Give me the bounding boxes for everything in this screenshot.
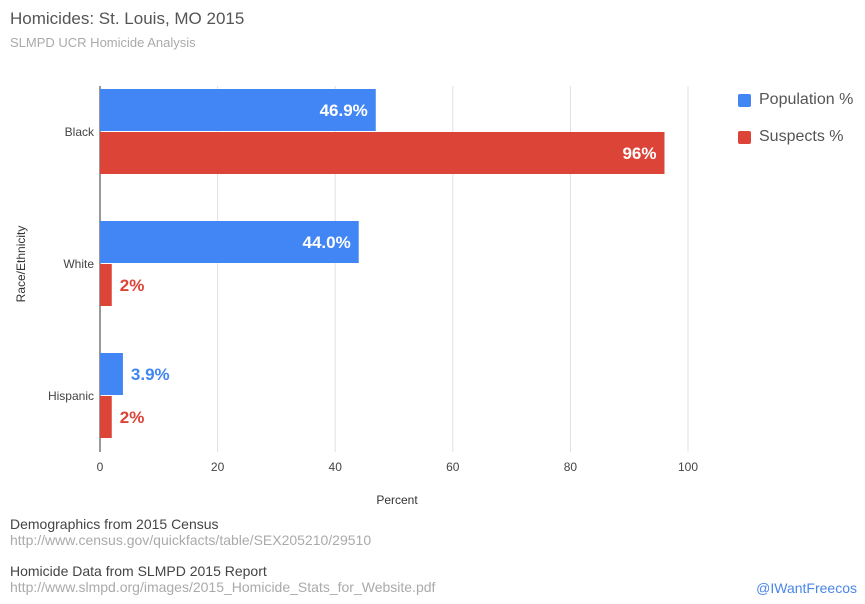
source-slmpd: Homicide Data from SLMPD 2015 Report htt…: [10, 563, 435, 595]
bar-white-population: [100, 221, 359, 263]
bar-black-suspects: [100, 132, 665, 174]
legend-swatch-suspects: [738, 130, 751, 144]
legend-swatch-population: [738, 93, 751, 107]
data-label: 2%: [120, 276, 145, 295]
source-slmpd-url[interactable]: http://www.slmpd.org/images/2015_Homicid…: [10, 579, 436, 595]
data-label: 2%: [120, 408, 145, 427]
x-tick-label: 20: [211, 460, 225, 474]
data-label: 46.9%: [320, 101, 368, 120]
chart-title: Homicides: St. Louis, MO 2015: [10, 9, 245, 28]
x-axis-title: Percent: [376, 493, 418, 507]
legend-label-suspects: Suspects %: [759, 128, 844, 145]
y-tick-label-white: White: [63, 257, 94, 271]
legend-item-population[interactable]: Population %: [738, 90, 853, 110]
source-census: Demographics from 2015 Census http://www…: [10, 516, 371, 548]
bar-hispanic-population: [100, 353, 123, 395]
twitter-handle[interactable]: @IWantFreecos: [756, 580, 857, 596]
y-tick-label-hispanic: Hispanic: [48, 389, 94, 403]
x-tick-label: 100: [678, 460, 698, 474]
chart-subtitle: SLMPD UCR Homicide Analysis: [10, 35, 196, 50]
x-tick-label: 60: [446, 460, 460, 474]
source-census-url[interactable]: http://www.census.gov/quickfacts/table/S…: [10, 532, 372, 548]
data-label: 3.9%: [131, 365, 170, 384]
source-census-heading: Demographics from 2015 Census: [10, 516, 219, 532]
source-slmpd-heading: Homicide Data from SLMPD 2015 Report: [10, 563, 267, 579]
y-axis-title: Race/Ethnicity: [14, 226, 28, 303]
bar-hispanic-suspects: [100, 396, 112, 438]
legend-label-population: Population %: [759, 91, 854, 108]
bar-black-population: [100, 89, 376, 131]
x-tick-label: 80: [564, 460, 578, 474]
legend: Population % Suspects %: [738, 90, 853, 164]
bar-white-suspects: [100, 264, 112, 306]
data-label: 44.0%: [303, 233, 351, 252]
legend-item-suspects[interactable]: Suspects %: [738, 127, 853, 147]
x-tick-label: 0: [97, 460, 104, 474]
data-label: 96%: [622, 144, 656, 163]
x-tick-label: 40: [329, 460, 343, 474]
y-tick-label-black: Black: [65, 125, 95, 139]
